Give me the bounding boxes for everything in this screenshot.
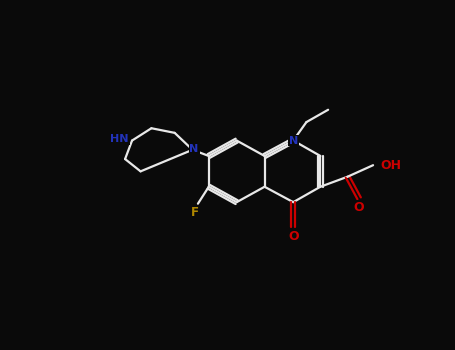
Text: O: O — [288, 230, 298, 243]
Text: HN: HN — [111, 134, 129, 144]
Text: N: N — [288, 135, 298, 146]
Text: O: O — [354, 201, 364, 214]
Text: N: N — [189, 144, 199, 154]
Text: OH: OH — [381, 159, 402, 172]
Text: F: F — [191, 206, 199, 219]
